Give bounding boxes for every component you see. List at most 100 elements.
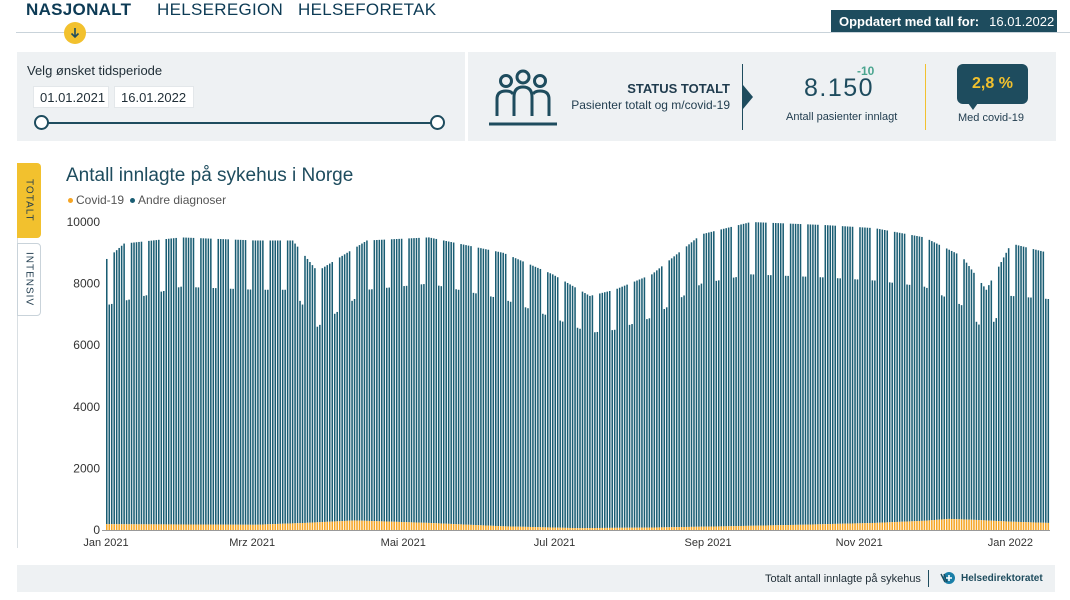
- bar-covid: [182, 524, 185, 530]
- bar-covid: [772, 525, 775, 530]
- bar-covid: [148, 524, 150, 530]
- bar-andre-diagnoser: [735, 277, 737, 527]
- bar-covid: [1032, 522, 1035, 530]
- bar-andre-diagnoser: [628, 324, 631, 528]
- bar-covid: [519, 526, 522, 530]
- tab-helseforetak[interactable]: HELSEFORETAK: [298, 0, 437, 19]
- x-tick-label: Jan 2021: [83, 537, 128, 549]
- bar-andre-diagnoser: [428, 237, 430, 523]
- bar-andre-diagnoser: [264, 289, 267, 525]
- bar-andre-diagnoser: [663, 309, 666, 528]
- bar-covid: [224, 524, 227, 530]
- logo-icon: [940, 572, 955, 584]
- bar-covid: [549, 527, 552, 530]
- bar-covid: [289, 523, 291, 530]
- bar-covid: [153, 524, 155, 530]
- chart-title: Antall innlagte på sykehus i Norge: [66, 165, 354, 186]
- bar-andre-diagnoser: [519, 260, 522, 527]
- bar-covid: [722, 526, 725, 530]
- bar-andre-diagnoser: [569, 284, 571, 528]
- bar-andre-diagnoser: [601, 292, 604, 528]
- bar-andre-diagnoser: [507, 300, 509, 527]
- bar-andre-diagnoser: [906, 284, 908, 522]
- bar-covid: [740, 526, 742, 530]
- bar-covid: [703, 526, 705, 530]
- bar-covid: [507, 526, 509, 530]
- bar-covid: [715, 526, 718, 530]
- bar-covid: [299, 523, 301, 530]
- bar-andre-diagnoser: [452, 242, 455, 525]
- bar-covid: [319, 522, 321, 530]
- tab-totalt[interactable]: TOTALT: [17, 163, 41, 238]
- bar-andre-diagnoser: [720, 229, 723, 527]
- bar-andre-diagnoser: [896, 232, 898, 522]
- date-from-input[interactable]: 01.01.2021: [33, 86, 109, 108]
- bar-covid: [450, 523, 452, 530]
- bar-andre-diagnoser: [586, 294, 589, 529]
- bar-andre-diagnoser: [787, 275, 789, 526]
- bar-covid: [180, 524, 182, 530]
- bar-andre-diagnoser: [408, 238, 410, 523]
- bar-andre-diagnoser: [388, 287, 390, 522]
- bar-covid: [945, 519, 948, 530]
- bar-covid: [368, 520, 371, 530]
- bar-covid: [324, 521, 326, 530]
- bar-covid: [383, 521, 386, 530]
- bar-covid: [670, 527, 673, 530]
- tab-intensiv[interactable]: INTENSIV: [17, 243, 41, 316]
- bar-andre-diagnoser: [633, 281, 636, 528]
- tab-nasjonalt[interactable]: NASJONALT: [26, 0, 132, 19]
- bar-andre-diagnoser: [222, 239, 224, 525]
- bar-andre-diagnoser: [120, 245, 123, 525]
- bar-covid: [1002, 521, 1005, 530]
- period-slider-track[interactable]: [41, 122, 437, 124]
- bar-andre-diagnoser: [1020, 246, 1022, 523]
- bar-andre-diagnoser: [864, 227, 866, 524]
- bar-covid: [725, 526, 727, 530]
- bar-andre-diagnoser: [351, 300, 353, 521]
- bar-andre-diagnoser: [110, 303, 113, 525]
- bar-andre-diagnoser: [812, 224, 814, 525]
- bar-covid: [517, 526, 519, 530]
- slider-handle-start[interactable]: [34, 115, 49, 130]
- bar-andre-diagnoser: [631, 324, 633, 528]
- bar-andre-diagnoser: [311, 265, 314, 523]
- legend-item-covid[interactable]: Covid-19: [68, 193, 124, 207]
- bar-andre-diagnoser: [594, 332, 596, 528]
- date-to-input[interactable]: 16.01.2022: [114, 86, 194, 108]
- bar-covid: [311, 522, 314, 530]
- bar-andre-diagnoser: [782, 223, 784, 526]
- bar-covid: [879, 522, 881, 530]
- bar-covid: [135, 524, 138, 530]
- bar-andre-diagnoser: [596, 331, 599, 528]
- bar-andre-diagnoser: [680, 297, 683, 528]
- bar-andre-diagnoser: [509, 301, 512, 527]
- bar-andre-diagnoser: [988, 285, 990, 521]
- bar-andre-diagnoser: [561, 321, 564, 528]
- bar-andre-diagnoser: [371, 289, 373, 522]
- legend-item-andre[interactable]: Andre diagnoser: [130, 193, 226, 207]
- bar-andre-diagnoser: [239, 239, 242, 525]
- bar-covid: [626, 527, 628, 530]
- bar-covid: [886, 522, 889, 530]
- speech-tail-icon: [968, 103, 978, 110]
- bar-covid: [143, 524, 145, 530]
- bar-andre-diagnoser: [936, 243, 938, 520]
- bar-covid: [990, 520, 993, 530]
- tab-helseregion[interactable]: HELSEREGION: [157, 0, 284, 19]
- bar-andre-diagnoser: [581, 291, 584, 529]
- bar-covid: [1025, 522, 1027, 530]
- bar-andre-diagnoser: [648, 318, 651, 528]
- bar-andre-diagnoser: [262, 240, 264, 525]
- bar-andre-diagnoser: [710, 231, 713, 527]
- bar-andre-diagnoser: [656, 270, 658, 528]
- bar-covid: [408, 522, 410, 530]
- bar-andre-diagnoser: [485, 249, 487, 526]
- bar-covid: [819, 524, 822, 530]
- bar-andre-diagnoser: [1015, 244, 1017, 522]
- slider-handle-end[interactable]: [430, 115, 445, 130]
- bar-andre-diagnoser: [537, 267, 539, 528]
- bar-andre-diagnoser: [276, 240, 279, 524]
- bar-andre-diagnoser: [341, 255, 343, 522]
- total-patients-value: 8.150: [804, 74, 875, 102]
